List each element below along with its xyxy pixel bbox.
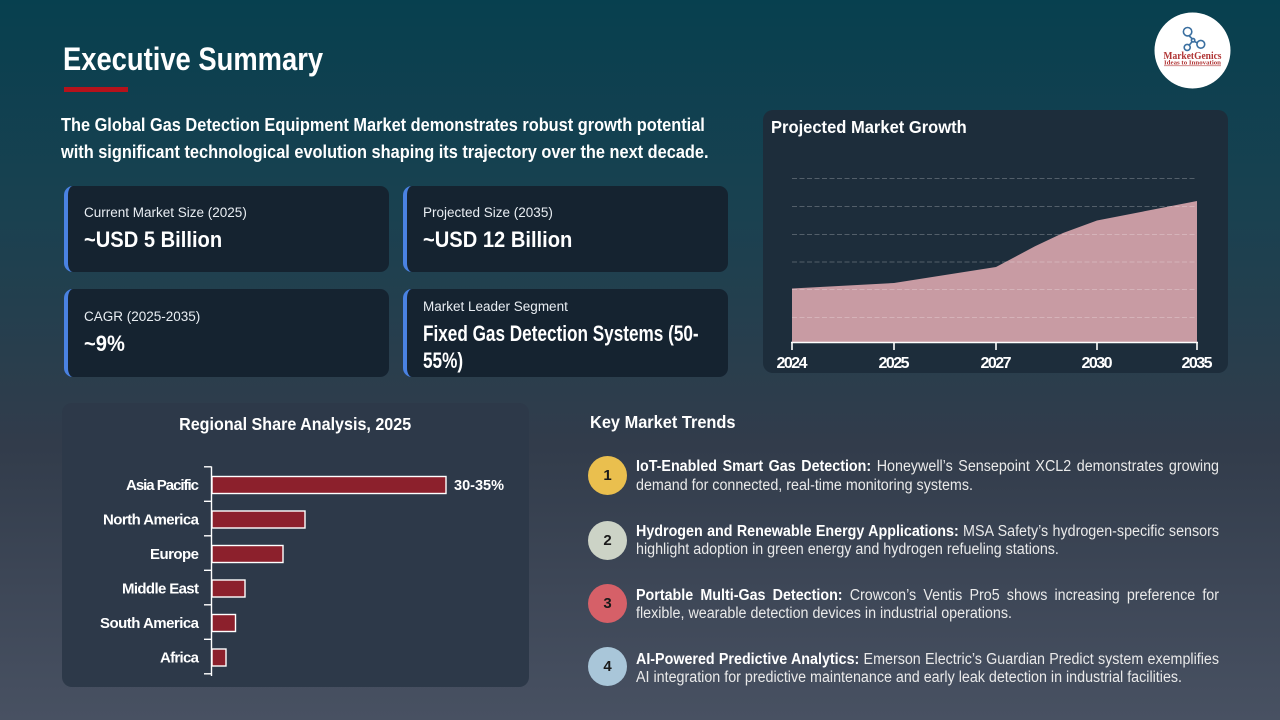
- svg-text:North America: North America: [103, 512, 200, 529]
- svg-text:2024: 2024: [777, 355, 808, 372]
- svg-text:South America: South America: [100, 615, 200, 632]
- svg-text:MarketGenics: MarketGenics: [1164, 51, 1222, 62]
- svg-text:Europe: Europe: [150, 546, 199, 563]
- svg-text:2030: 2030: [1082, 355, 1113, 372]
- svg-text:Asia Pacific: Asia Pacific: [126, 477, 199, 494]
- svg-text:30-35%: 30-35%: [454, 477, 504, 494]
- svg-text:Middle East: Middle East: [122, 581, 199, 598]
- svg-text:Africa: Africa: [160, 650, 200, 667]
- svg-text:2025: 2025: [879, 355, 910, 372]
- svg-text:2035: 2035: [1182, 355, 1213, 372]
- svg-text:2027: 2027: [981, 355, 1012, 372]
- svg-text:Ideas to Innovation: Ideas to Innovation: [1164, 61, 1222, 67]
